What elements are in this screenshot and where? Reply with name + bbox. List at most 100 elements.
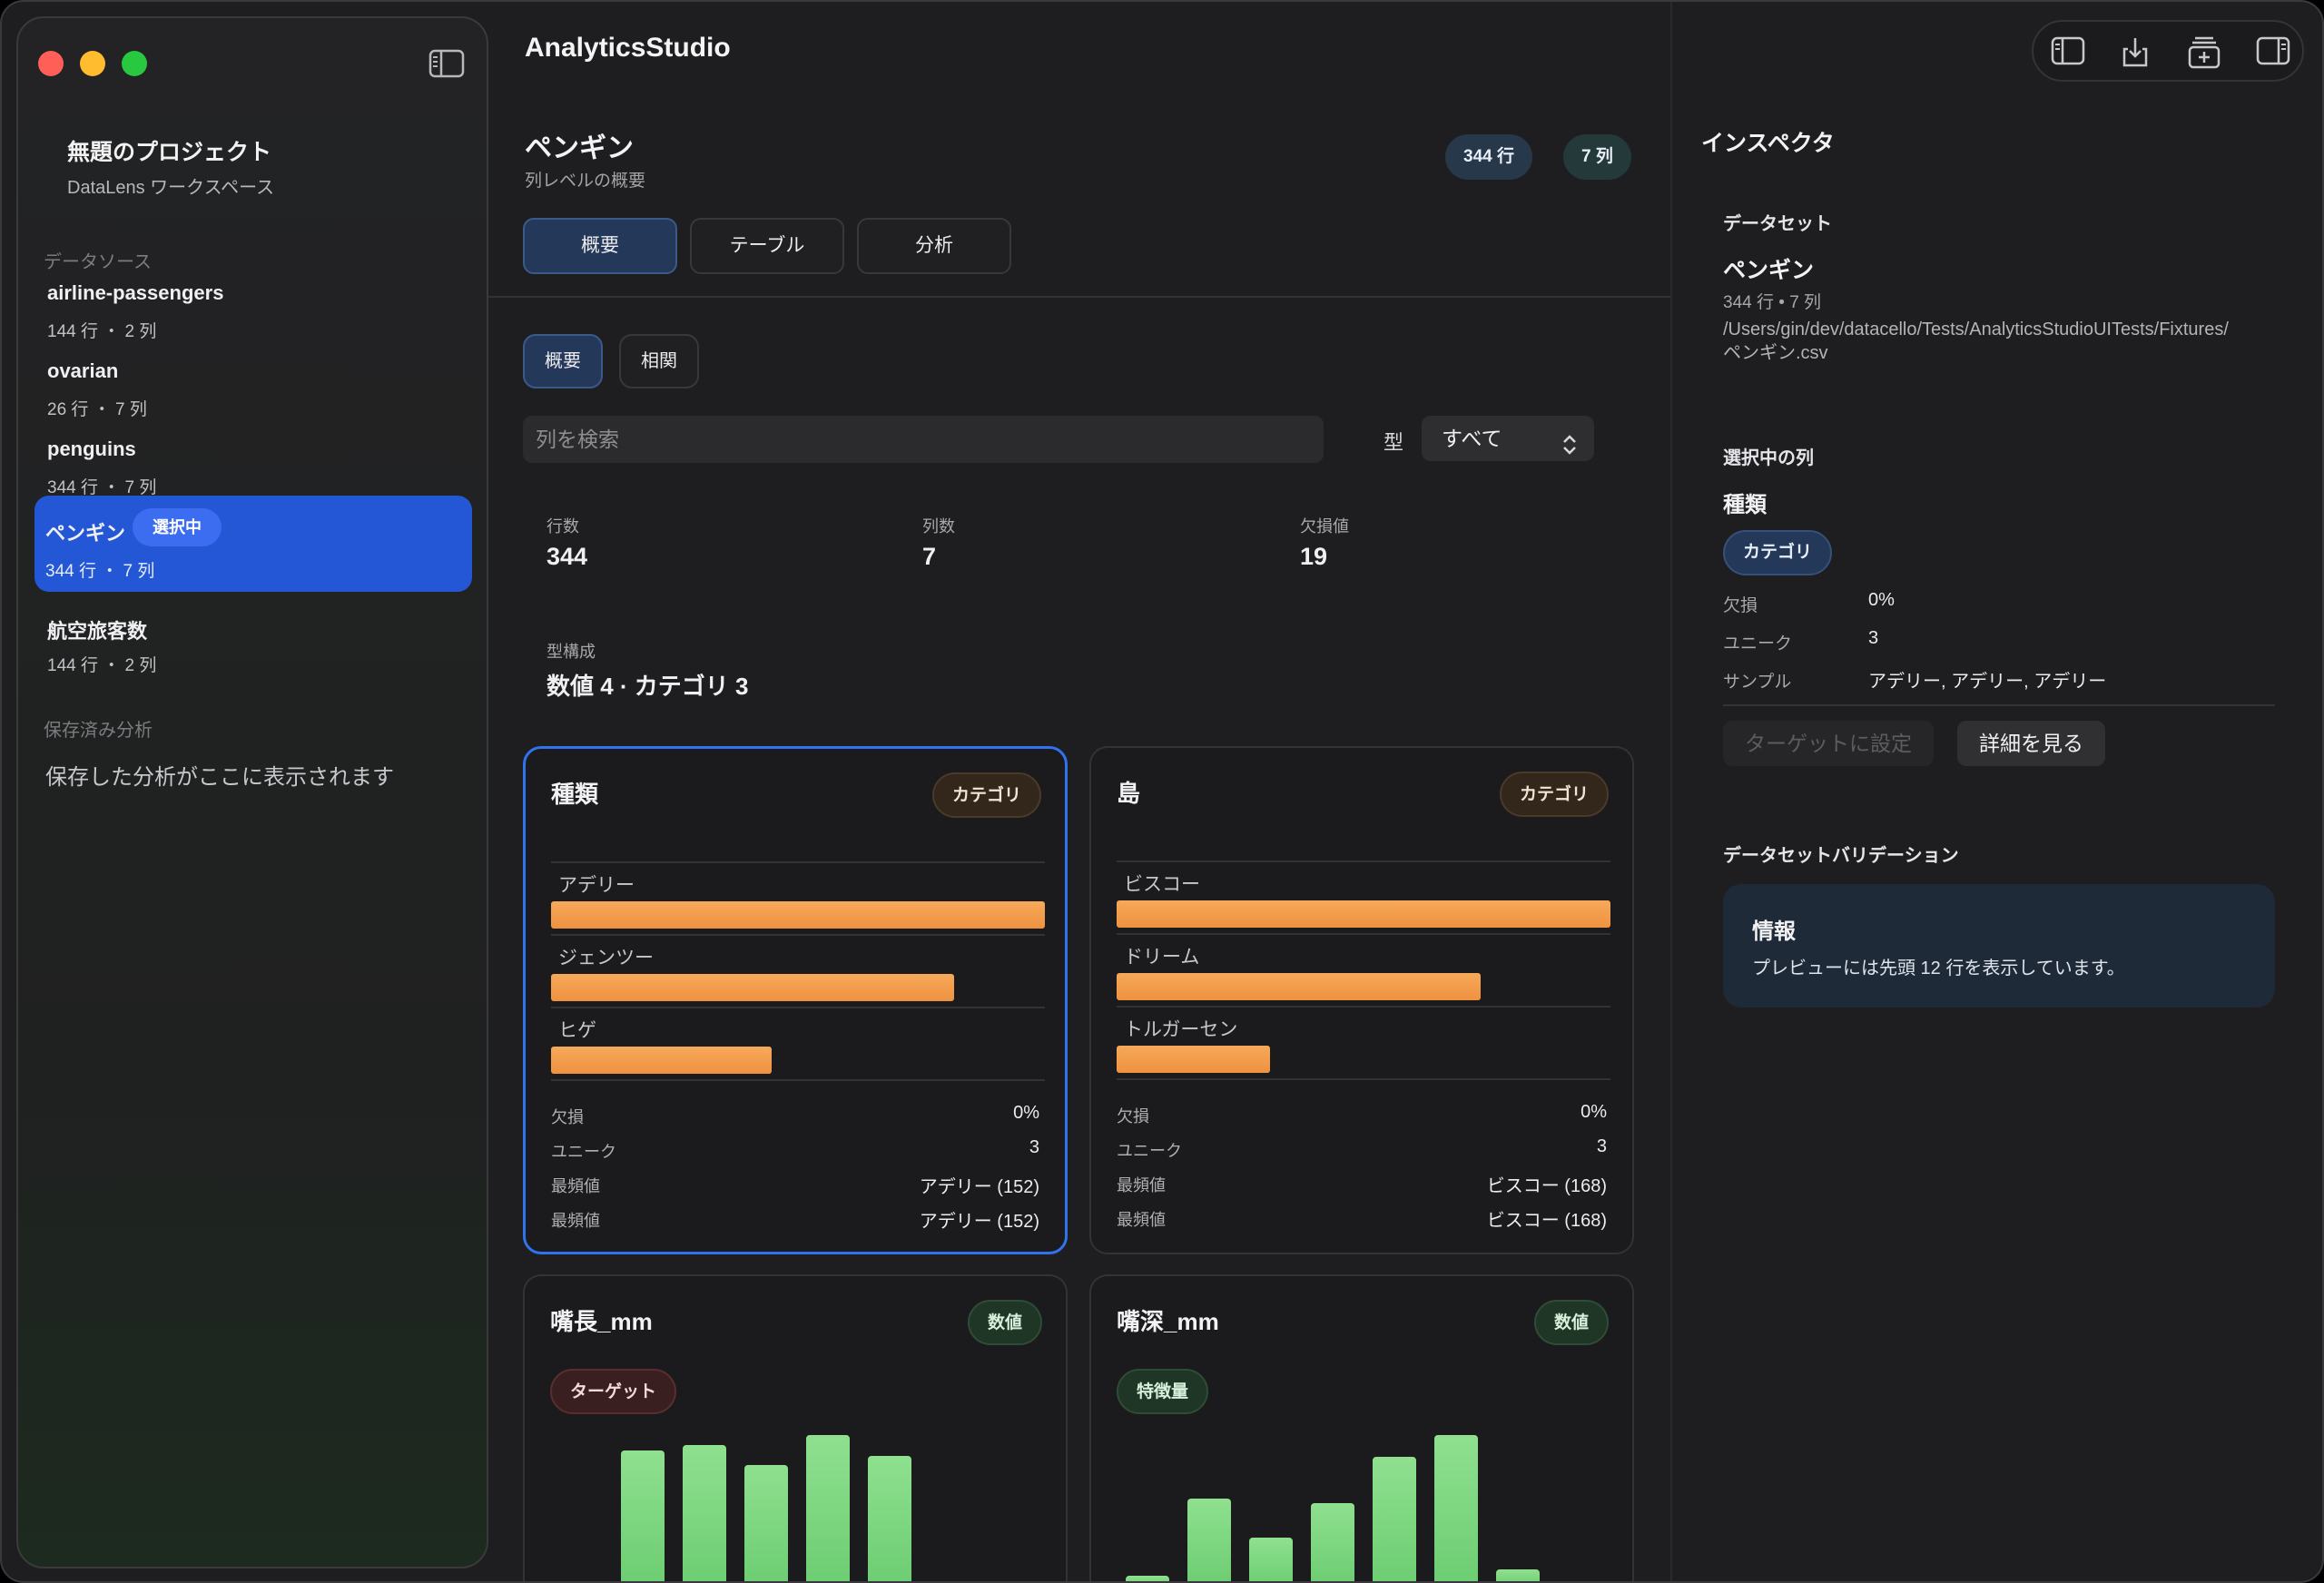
kv-label: ユニーク: [551, 1143, 616, 1161]
column-search-input[interactable]: 列を検索: [523, 416, 1324, 463]
type-filter-select[interactable]: すべて: [1422, 416, 1594, 461]
column-card-island[interactable]: 島 カテゴリ ビスコー ドリーム トルガーセン 欠損 0% ユニーク 3 最頻値…: [1089, 746, 1634, 1254]
category-bar: [1117, 900, 1610, 928]
selected-badge: 選択中: [133, 508, 222, 546]
kv-label: 最頻値: [1117, 1211, 1166, 1229]
source-meta: 26 行 ・ 7 列: [47, 400, 147, 419]
kv-value: 3: [1029, 1137, 1039, 1157]
page-title: ペンギン: [525, 133, 634, 163]
sidebar: 無題のプロジェクト DataLens ワークスペース データソース airlin…: [16, 16, 488, 1568]
app-title: AnalyticsStudio: [525, 33, 731, 63]
card-title: 嘴深_mm: [1117, 1308, 1219, 1335]
validation-header: データセットバリデーション: [1723, 846, 1959, 866]
zoom-window-button[interactable]: [122, 51, 147, 76]
add-page-icon[interactable]: [2186, 34, 2222, 69]
stat-missing-label: 欠損値: [1300, 517, 1349, 536]
selected-column-type-badge: カテゴリ: [1723, 530, 1833, 575]
source-name: ovarian: [47, 359, 119, 382]
divider: [551, 1079, 1045, 1081]
histogram-bar: [1249, 1537, 1293, 1581]
kv-value: アデリー (152): [919, 1212, 1039, 1232]
close-window-button[interactable]: [38, 51, 64, 76]
selected-column-header: 選択中の列: [1723, 448, 1814, 468]
stat-missing-value: 19: [1300, 543, 1328, 570]
kv-label: ユニーク: [1117, 1142, 1182, 1160]
divider: [488, 296, 1670, 298]
saved-header: 保存済み分析: [44, 721, 153, 741]
divider: [1670, 2, 1672, 1581]
inspector-toggle-icon[interactable]: [2255, 34, 2291, 69]
histogram-bar: [683, 1444, 726, 1581]
type-badge: カテゴリ: [931, 772, 1041, 818]
histogram: [525, 1431, 1066, 1581]
page-subtitle: 列レベルの概要: [525, 172, 646, 191]
tab-overview[interactable]: 概要: [523, 218, 677, 274]
dataset-name: ペンギン: [1723, 258, 1815, 283]
category-row: ジェンツー: [551, 934, 1045, 1007]
source-meta: 144 行 ・ 2 列: [47, 656, 157, 675]
sidebar-toggle-icon[interactable]: [428, 49, 465, 78]
info-title: 情報: [1752, 919, 1796, 944]
subtab-overview[interactable]: 概要: [523, 334, 603, 388]
category-row: ビスコー: [1117, 860, 1610, 933]
source-item[interactable]: ovarian 26 行 ・ 7 列: [22, 349, 458, 445]
column-card-bill-length[interactable]: 嘴長_mm 数値 ターゲット: [523, 1274, 1068, 1581]
histogram-bar: [1373, 1457, 1416, 1581]
kv-value: 3: [1868, 628, 1879, 648]
tab-analysis[interactable]: 分析: [857, 218, 1011, 274]
source-name: ペンギン: [45, 522, 126, 545]
kv-label: 欠損: [551, 1108, 584, 1126]
toolbar: [2032, 20, 2304, 82]
source-name: 航空旅客数: [47, 620, 148, 643]
source-item[interactable]: airline-passengers 144 行 ・ 2 列: [22, 270, 458, 367]
source-meta: 344 行 ・ 7 列: [47, 478, 157, 497]
info-message: プレビューには先頭 12 行を表示しています。: [1752, 959, 2125, 978]
kv-value: ビスコー (168): [1486, 1176, 1607, 1196]
type-badge: 数値: [1533, 1300, 1609, 1345]
kv-value: アデリー, アデリー, アデリー: [1868, 672, 2107, 692]
histogram: [1091, 1431, 1632, 1581]
histogram-bar: [1126, 1576, 1169, 1581]
type-badge: カテゴリ: [1499, 772, 1609, 817]
download-icon[interactable]: [2117, 34, 2153, 69]
source-item[interactable]: penguins 344 行 ・ 7 列: [22, 427, 458, 523]
kv-label: 最頻値: [551, 1212, 600, 1230]
role-badge-feature: 特徴量: [1117, 1369, 1209, 1414]
kv-label: 欠損: [1723, 596, 1758, 615]
column-card-species[interactable]: 種類 カテゴリ アデリー ジェンツー ヒゲ 欠損 0% ユニーク 3 最頻値 ア…: [523, 746, 1068, 1254]
stat-composition-value: 数値 4 · カテゴリ 3: [547, 673, 749, 700]
category-label: アデリー: [558, 875, 635, 896]
sidebar-toggle-icon[interactable]: [2050, 34, 2086, 69]
sources-header: データソース: [44, 252, 152, 272]
source-item-selected[interactable]: ペンギン 選択中 344 行 ・ 7 列: [34, 496, 472, 592]
tab-table[interactable]: テーブル: [690, 218, 844, 274]
column-card-bill-depth[interactable]: 嘴深_mm 数値 特徴量: [1089, 1274, 1634, 1581]
stat-cols-value: 7: [922, 543, 937, 570]
card-title: 種類: [551, 781, 599, 808]
cols-count-badge: 7 列: [1563, 134, 1631, 180]
category-label: トルガーセン: [1124, 1019, 1238, 1040]
category-bar: [1117, 973, 1482, 1000]
type-filter-value: すべて: [1442, 427, 1502, 450]
minimize-window-button[interactable]: [80, 51, 105, 76]
kv-value: アデリー (152): [919, 1177, 1039, 1197]
kv-label: 最頻値: [1117, 1176, 1166, 1195]
category-bar: [1117, 1046, 1270, 1073]
saved-empty-message: 保存した分析がここに表示されます: [45, 765, 394, 790]
category-row: ヒゲ: [551, 1007, 1045, 1079]
chevron-updown-icon: [1560, 427, 1580, 455]
view-details-button[interactable]: 詳細を見る: [1957, 721, 2105, 766]
histogram-bar: [744, 1464, 788, 1581]
type-badge: 数値: [967, 1300, 1042, 1345]
role-badge-target: ターゲット: [550, 1369, 677, 1414]
category-bar: [551, 1047, 773, 1074]
source-item[interactable]: 航空旅客数 144 行 ・ 2 列: [22, 605, 458, 701]
subtab-correlation[interactable]: 相関: [619, 334, 699, 388]
category-bar: [551, 974, 954, 1001]
set-target-button[interactable]: ターゲットに設定: [1723, 721, 1934, 766]
category-label: ドリーム: [1124, 947, 1200, 968]
kv-label: ユニーク: [1723, 634, 1793, 654]
stat-rows-label: 行数: [547, 517, 579, 536]
kv-value: 3: [1596, 1136, 1607, 1156]
source-name: penguins: [47, 438, 136, 460]
